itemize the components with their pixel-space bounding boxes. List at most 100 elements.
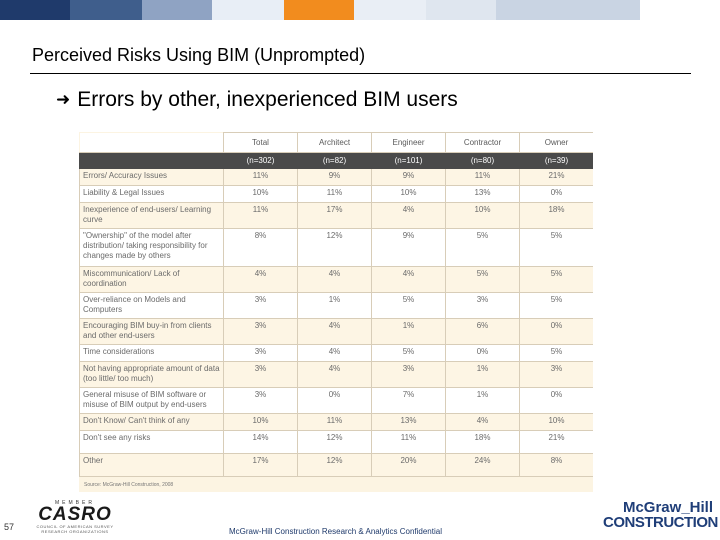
base-size: (n=80): [445, 152, 520, 169]
brand-line-1: McGraw_Hill: [622, 499, 713, 516]
table-row: General misuse of BIM software or misuse…: [79, 387, 593, 414]
table-cell: 21%: [519, 168, 593, 186]
column-header: Contractor: [445, 132, 520, 153]
slide-title: Perceived Risks Using BIM (Unprompted): [32, 45, 366, 65]
table-row: Not having appropriate amount of data (t…: [79, 361, 593, 388]
table-cell: 10%: [445, 202, 520, 229]
row-label: Liability & Legal Issues: [79, 185, 224, 203]
table-cell: 4%: [297, 266, 372, 293]
table-cell: 7%: [371, 387, 446, 414]
column-header: Total: [223, 132, 298, 153]
table-cell: 1%: [445, 387, 520, 414]
table-cell: 0%: [519, 318, 593, 345]
column-header: Architect: [297, 132, 372, 153]
table-row: Don't Know/ Can't think of any 10% 11% 13% 4…: [79, 413, 593, 431]
table-cell: 6%: [445, 318, 520, 345]
table-cell: 8%: [519, 453, 593, 477]
mcgraw-hill-logo: McGraw_Hill CONSTRUCTION: [603, 499, 718, 531]
table-cell: 10%: [223, 413, 298, 431]
table-cell: 4%: [371, 202, 446, 229]
base-size: (n=39): [519, 152, 593, 169]
table-cell: 9%: [371, 168, 446, 186]
table-cell: 5%: [371, 344, 446, 362]
row-label: Inexperience of end-users/ Learning curv…: [79, 202, 224, 229]
table-cell: 8%: [223, 228, 298, 267]
table-cell: 14%: [223, 430, 298, 454]
table-cell: 10%: [371, 185, 446, 203]
top-bar-segment: [0, 0, 70, 20]
row-label: Miscommunication/ Lack of coordination: [79, 266, 224, 293]
row-label: "Ownership" of the model after distribut…: [79, 228, 224, 267]
table-cell: 3%: [223, 387, 298, 414]
table-cell: 3%: [223, 318, 298, 345]
table-row: Encouraging BIM buy-in from clients and …: [79, 318, 593, 345]
table-cell: 21%: [519, 430, 593, 454]
table-cell: 4%: [297, 318, 372, 345]
table-cell: 4%: [223, 266, 298, 293]
table-cell: 12%: [297, 228, 372, 267]
table-cell: 11%: [445, 168, 520, 186]
table-cell: 10%: [519, 413, 593, 431]
row-label: General misuse of BIM software or misuse…: [79, 387, 224, 414]
casro-logo: MEMBER CASRO COUNCIL OF AMERICAN SURVEY …: [33, 500, 117, 534]
table-cell: 3%: [223, 292, 298, 319]
row-label: Errors/ Accuracy Issues: [79, 168, 224, 186]
row-label: Not having appropriate amount of data (t…: [79, 361, 224, 388]
table-cell: 5%: [519, 266, 593, 293]
risks-table: Total Architect Engineer Contractor Owne…: [79, 132, 593, 477]
table-cell: 24%: [445, 453, 520, 477]
base-size-row: (n=302) (n=82) (n=101) (n=80) (n=39): [79, 152, 593, 169]
table-cell: 5%: [445, 266, 520, 293]
table-row: Don't see any risks 14% 12% 11% 18% 21%: [79, 430, 593, 454]
table-cell: 10%: [223, 185, 298, 203]
top-bar-segment: [426, 0, 496, 20]
column-header: Owner: [519, 132, 593, 153]
table-cell: 11%: [223, 202, 298, 229]
table-row: Other 17% 12% 20% 24% 8%: [79, 453, 593, 477]
table-cell: 5%: [519, 344, 593, 362]
table-cell: 0%: [519, 185, 593, 203]
table-cell: 3%: [223, 361, 298, 388]
table-cell: 18%: [445, 430, 520, 454]
table-row: "Ownership" of the model after distribut…: [79, 228, 593, 267]
base-blank-cell: [79, 152, 224, 169]
confidential-footer: McGraw-Hill Construction Research & Anal…: [229, 527, 442, 536]
table-cell: 18%: [519, 202, 593, 229]
table-cell: 9%: [371, 228, 446, 267]
table-cell: 11%: [371, 430, 446, 454]
table-cell: 0%: [297, 387, 372, 414]
bullet-point: ➜ Errors by other, inexperienced BIM use…: [56, 88, 458, 112]
table-row: Errors/ Accuracy Issues 11% 9% 9% 11% 21%: [79, 168, 593, 186]
row-label: Time considerations: [79, 344, 224, 362]
table-cell: 13%: [445, 185, 520, 203]
table-row: Liability & Legal Issues 10% 11% 10% 13% 0%: [79, 185, 593, 203]
table-cell: 5%: [519, 292, 593, 319]
top-bar-segment: [212, 0, 284, 20]
table-body: Errors/ Accuracy Issues 11% 9% 9% 11% 21% Liab…: [79, 168, 593, 477]
row-label: Encouraging BIM buy-in from clients and …: [79, 318, 224, 345]
row-label: Other: [79, 453, 224, 477]
arrow-right-icon: ➜: [56, 90, 71, 110]
table-cell: 9%: [297, 168, 372, 186]
table-cell: 3%: [223, 344, 298, 362]
table-cell: 5%: [519, 228, 593, 267]
casro-subtitle: COUNCIL OF AMERICAN SURVEY RESEARCH ORGA…: [36, 524, 114, 534]
table-row: Miscommunication/ Lack of coordination 4%…: [79, 266, 593, 293]
table-cell: 4%: [297, 344, 372, 362]
top-color-bar: [0, 0, 720, 20]
table-cell: 1%: [445, 361, 520, 388]
casro-member-text: MEMBER: [55, 500, 95, 506]
bullet-text: Errors by other, inexperienced BIM users: [77, 88, 458, 111]
table-cell: 11%: [297, 413, 372, 431]
table-cell: 5%: [445, 228, 520, 267]
table-cell: 3%: [371, 361, 446, 388]
title-divider: [30, 73, 691, 74]
top-bar-segment: [284, 0, 354, 20]
table-cell: 17%: [223, 453, 298, 477]
table-row: Inexperience of end-users/ Learning curv…: [79, 202, 593, 229]
row-label: Don't Know/ Can't think of any: [79, 413, 224, 431]
row-label: Don't see any risks: [79, 430, 224, 454]
table-cell: 12%: [297, 430, 372, 454]
top-bar-segment: [70, 0, 142, 20]
header-blank-cell: [79, 132, 224, 153]
